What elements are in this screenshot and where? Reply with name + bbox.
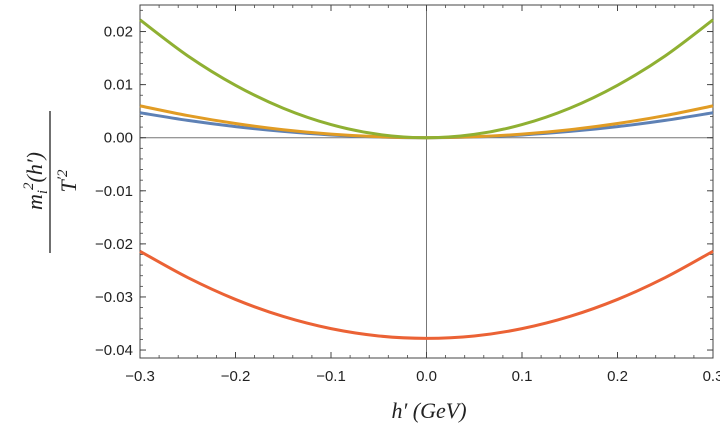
y-tick-label: 0.01 <box>104 77 133 94</box>
y-title-2: 2 <box>21 182 37 190</box>
y-tick-label: 0.02 <box>104 24 133 41</box>
y-tick-label: −0.01 <box>95 183 133 200</box>
x-tick-label: −0.2 <box>221 368 251 385</box>
x-axis-title: h′ (GeV) <box>391 398 466 423</box>
x-tick-label: −0.3 <box>125 368 155 385</box>
y-title-i: i <box>35 190 51 194</box>
y-axis-title-numerator: mi2(h′) <box>21 152 51 210</box>
y-axis-title: mi2(h′) T′2 <box>21 111 81 253</box>
y-title-T-sup: ′2 <box>55 169 71 180</box>
axes-layer <box>140 5 713 358</box>
ticks-layer <box>139 5 714 358</box>
series-line-4 <box>139 249 714 340</box>
y-axis-title-denominator: T′2 <box>55 169 81 193</box>
x-tick-label: 0.3 <box>703 368 720 385</box>
x-tick-label: 0.0 <box>416 368 437 385</box>
y-title-T: T <box>56 179 81 193</box>
x-tick-label: −0.1 <box>316 368 346 385</box>
y-tick-label: −0.03 <box>95 289 133 306</box>
y-tick-label: −0.02 <box>95 236 133 253</box>
y-title-arg: (h′) <box>22 152 47 182</box>
x-tick-label: 0.1 <box>512 368 533 385</box>
tick-labels-layer: −0.3 −0.2 −0.1 0.0 0.1 0.2 0.3 0.02 0.01 0.00 −0.0… <box>95 24 720 385</box>
series-layer <box>139 18 714 340</box>
y-tick-label: −0.04 <box>95 342 133 359</box>
y-title-m: m <box>22 194 47 210</box>
y-tick-label: 0.00 <box>104 130 133 147</box>
series-line-3 <box>139 18 714 140</box>
x-tick-label: 0.2 <box>607 368 628 385</box>
